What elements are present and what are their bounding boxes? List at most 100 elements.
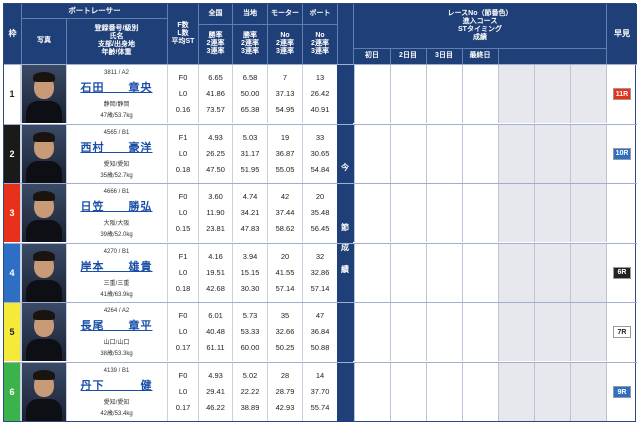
stat-value: 5.03 (242, 132, 258, 142)
racer-name-link[interactable]: 日笠 勝弘 (80, 201, 153, 214)
stat-value: 32.66 (275, 327, 295, 337)
header-3ren: 3連率 (241, 48, 259, 55)
stat-value: 31.17 (240, 148, 260, 158)
stat-col-boat: 13 26.42 40.91 (303, 65, 337, 123)
racer-photo (22, 124, 66, 183)
racer-branch: 愛知/愛知 (103, 161, 130, 168)
header-rates-local: 勝率 2連率 3連率 (233, 24, 267, 64)
stat-value: 7 (282, 73, 288, 82)
header-rates-boat: No 2連率 3連率 (303, 24, 337, 64)
racer-name-link[interactable]: 西村 豪洋 (80, 141, 153, 154)
header-3ren: 3連率 (311, 48, 329, 55)
header-boat: ボート (309, 10, 331, 17)
stat-value: 36.87 (275, 148, 295, 158)
racer-name-link[interactable]: 岸本 雄貴 (80, 260, 153, 273)
stat-value: 3.60 (208, 192, 223, 202)
racer-row: 5 4264 / A2 長尾 章平 山口/山口 38歳/53.3kg F0 L0 0… (4, 302, 637, 362)
stat-col-loc: 5.73 53.33 60.00 (233, 303, 267, 361)
header-3ren: 3連率 (206, 48, 225, 55)
stat-value: 58.62 (275, 224, 295, 234)
stat-col-fl: F0 L0 0.17 (168, 303, 198, 361)
stat-value: 40.91 (310, 105, 330, 114)
stat-value: 0.17 (175, 343, 191, 353)
racer-name-link[interactable]: 長尾 章平 (80, 320, 153, 333)
stat-col-loc: 4.74 34.21 47.83 (233, 184, 267, 242)
stat-value: 4.93 (208, 132, 223, 142)
stat-value: 35.48 (310, 208, 330, 218)
racer-info: 4139 / B1 丹下 健 愛知/愛知 42歳/53.4kg (66, 363, 167, 421)
racer-photo (22, 184, 66, 243)
header-boat-racer: ボートレーサー (68, 6, 121, 15)
racer-reg: 4264 / A2 (103, 308, 130, 315)
stat-value: F0 (178, 311, 188, 321)
racer-name-link[interactable]: 石田 章央 (80, 82, 153, 94)
stat-col-nat: 4.16 19.51 42.68 (199, 244, 232, 302)
stat-value: 40.48 (206, 327, 225, 337)
stat-value: 46.22 (206, 403, 225, 412)
stat-value: 26.25 (206, 148, 225, 158)
header-win-rate: 勝率 (243, 32, 257, 39)
waku-number: 1 (4, 65, 21, 123)
stat-value: 47 (315, 311, 325, 321)
header-f-label: F数 (177, 22, 189, 29)
result-cell-empty (498, 124, 606, 183)
stat-value: 6.01 (208, 311, 223, 321)
racer-info: 4666 / B1 日笠 勝弘 大阪/大阪 39歳/52.0kg (66, 184, 167, 242)
racer-name-link[interactable]: 丹下 健 (80, 380, 153, 392)
stat-value: 6.58 (242, 73, 258, 82)
stat-value: 4.74 (242, 192, 258, 202)
stat-value: 11.90 (206, 208, 225, 218)
stat-value: 37.70 (310, 387, 330, 396)
stat-value: 50.25 (275, 343, 295, 353)
stat-col-boat: 14 37.70 55.74 (303, 363, 337, 421)
stat-value: L0 (178, 89, 188, 98)
stat-value: 28.79 (275, 387, 295, 396)
waku-number: 6 (4, 363, 21, 421)
stat-value: L0 (178, 148, 188, 158)
header-no: No (315, 32, 325, 39)
header-race-no: レースNo（節番色） (447, 10, 513, 17)
stat-value: 4.93 (208, 371, 223, 380)
stat-col-loc: 6.58 50.00 65.38 (233, 65, 267, 123)
racer-photo (22, 303, 66, 362)
stat-col-motor: 20 41.55 57.14 (268, 244, 302, 302)
stat-col-nat: 4.93 29.41 46.22 (199, 363, 232, 421)
header-branch-label: 支部/出身地 (98, 41, 135, 48)
header-win-rate: 勝率 (208, 32, 223, 39)
header-no: No (280, 32, 290, 39)
stat-col-motor: 28 28.79 42.93 (268, 363, 302, 421)
stat-col-motor: 7 37.13 54.95 (268, 65, 302, 123)
stat-value: 47.83 (240, 224, 260, 234)
header-name-label: 氏名 (109, 33, 124, 40)
racer-branch: 山口/山口 (103, 340, 130, 347)
stat-value: 0.17 (175, 403, 191, 412)
stat-col-boat: 20 35.48 56.45 (303, 184, 337, 242)
stat-value: 20 (315, 192, 325, 202)
result-cell-empty (498, 65, 606, 123)
racer-age-weight: 39歳/52.0kg (100, 232, 133, 239)
result-cell-empty (498, 243, 606, 302)
racer-info: 4565 / B1 西村 豪洋 愛知/愛知 35歳/52.7kg (66, 125, 167, 183)
stat-value: 30.30 (240, 283, 260, 293)
header-racer-info: 登録番号/級別 氏名 支部/出身地 年齢/体重 (66, 18, 167, 64)
hayami-race-link[interactable]: 6R (613, 266, 631, 279)
header-day-1: 初日 (365, 52, 379, 59)
hayami-race-link[interactable]: 10R (613, 147, 631, 160)
stat-value: F1 (178, 251, 188, 261)
racer-info: 4264 / A2 長尾 章平 山口/山口 38歳/53.3kg (66, 303, 167, 361)
header-st-label: 平均ST (171, 38, 195, 45)
header-rates-national: 勝率 2連率 3連率 (199, 24, 232, 64)
header-race-info: レースNo（節番色） 進入コース STタイミング 成績 (354, 4, 606, 48)
hayami-race-link[interactable]: 7R (613, 326, 631, 339)
header-day-3: 3日目 (435, 52, 453, 59)
header-2ren: 2連率 (241, 40, 259, 47)
racer-branch: 愛知/愛知 (103, 400, 130, 406)
hayami-race-link[interactable]: 11R (613, 88, 631, 100)
stat-value: 55.74 (310, 403, 330, 412)
stat-col-nat: 4.93 26.25 47.50 (199, 125, 232, 183)
waku-number: 2 (4, 124, 21, 183)
stat-value: F0 (178, 73, 188, 82)
header-result: 成績 (473, 34, 487, 41)
racer-photo (22, 65, 66, 123)
hayami-race-link[interactable]: 9R (613, 386, 631, 398)
